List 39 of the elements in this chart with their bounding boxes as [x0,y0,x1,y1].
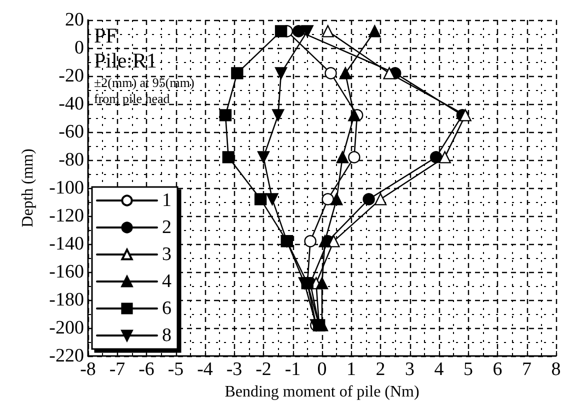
legend-label: 1 [162,190,172,211]
y-tick-label: -120 [49,206,84,226]
x-tick-label: -1 [284,359,301,380]
x-tick-label: -6 [138,359,154,380]
legend-label: 8 [162,325,172,346]
y-tick-label: -100 [49,178,84,198]
legend-label: 6 [162,298,172,319]
y-tick-label: -220 [49,346,84,366]
x-tick-label: -3 [226,359,242,380]
y-tick-label: -140 [49,234,84,254]
y-tick-label: 20 [65,10,84,30]
x-tick-label: -7 [109,359,126,380]
x-tick-label: 0 [317,359,327,380]
y-tick-label: -80 [58,150,84,170]
x-tick-label: 6 [492,359,502,380]
x-tick-label: -4 [197,359,214,380]
y-tick-label: -160 [49,262,84,282]
y-tick-label: -20 [58,66,84,86]
y-tick-label: -200 [49,318,84,338]
x-tick-label: 7 [522,359,532,380]
y-tick-label: -60 [58,122,84,142]
x-tick-label: -2 [256,359,272,380]
x-tick-label: 3 [405,359,414,380]
x-tick-label: 5 [464,359,473,380]
x-tick-label: 8 [551,359,561,380]
legend-label: 4 [162,271,172,292]
legend-label: 3 [162,244,172,265]
x-tick-label: 4 [434,359,444,380]
y-tick-label: -180 [49,290,84,310]
y-tick-label: 0 [74,38,84,58]
x-tick-label: -5 [168,359,184,380]
x-tick-label: 1 [346,359,356,380]
x-tick-label: 2 [376,359,386,380]
annotation: Pile:R1 [94,48,158,72]
y-tick-label: -40 [58,94,84,114]
legend-label: 2 [162,217,172,238]
x-axis-title: Bending moment of pile (Nm) [224,383,420,400]
y-axis-title: Depth (mm) [20,148,36,228]
annotation: PF [94,24,118,48]
